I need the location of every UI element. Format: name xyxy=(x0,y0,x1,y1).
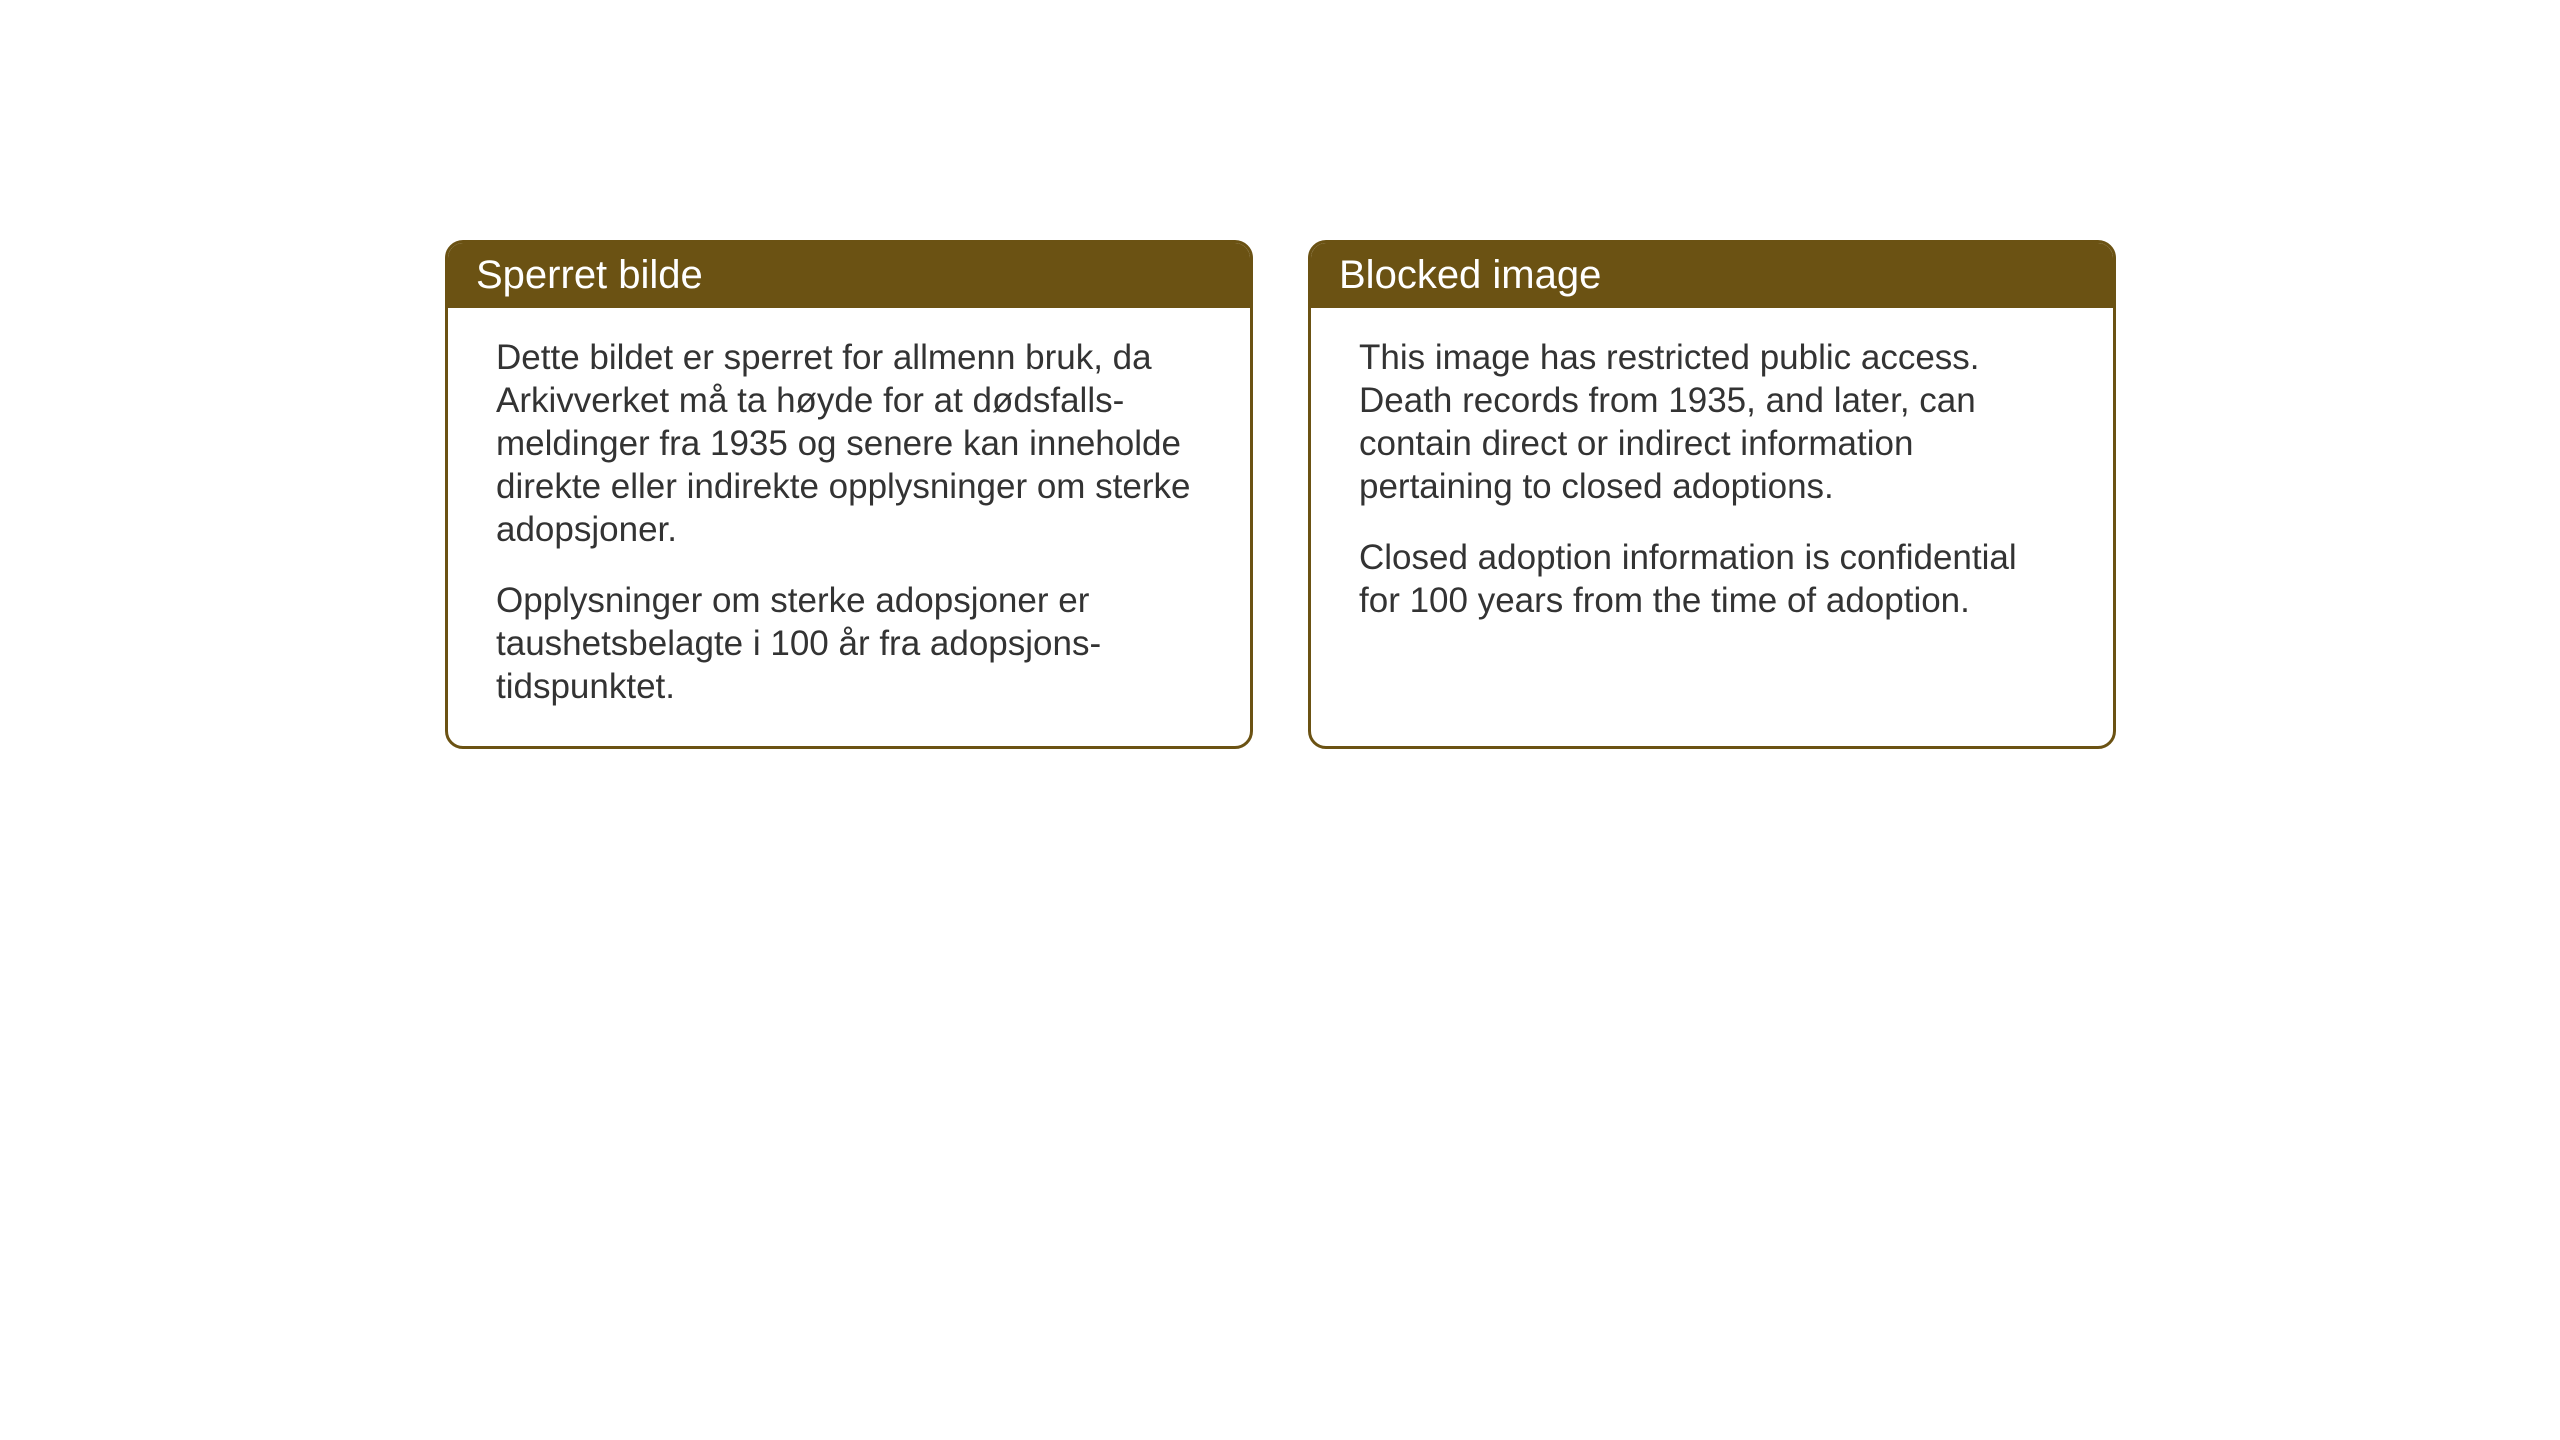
info-box-header-english: Blocked image xyxy=(1311,243,2113,308)
info-boxes-container: Sperret bilde Dette bildet er sperret fo… xyxy=(445,240,2116,749)
info-box-title: Blocked image xyxy=(1339,253,1601,297)
info-paragraph: Closed adoption information is confident… xyxy=(1359,536,2065,622)
info-box-english: Blocked image This image has restricted … xyxy=(1308,240,2116,749)
info-paragraph: Opplysninger om sterke adopsjoner er tau… xyxy=(496,579,1202,708)
info-box-body-norwegian: Dette bildet er sperret for allmenn bruk… xyxy=(448,308,1250,746)
info-paragraph: This image has restricted public access.… xyxy=(1359,336,2065,508)
info-paragraph: Dette bildet er sperret for allmenn bruk… xyxy=(496,336,1202,551)
info-box-body-english: This image has restricted public access.… xyxy=(1311,308,2113,702)
info-box-norwegian: Sperret bilde Dette bildet er sperret fo… xyxy=(445,240,1253,749)
info-box-header-norwegian: Sperret bilde xyxy=(448,243,1250,308)
info-box-title: Sperret bilde xyxy=(476,253,703,297)
